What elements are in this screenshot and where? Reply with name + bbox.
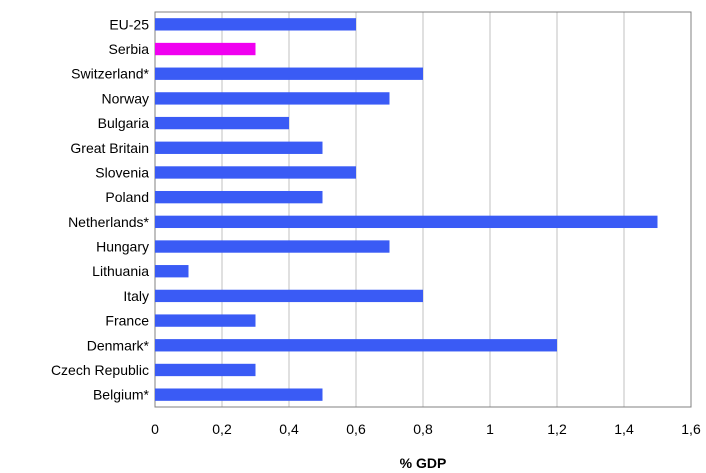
category-label-eu-25: EU-25: [109, 16, 149, 32]
category-label-belgium: Belgium*: [93, 387, 150, 403]
bar-norway: [155, 92, 390, 105]
category-label-great-britain: Great Britain: [70, 140, 149, 156]
x-tick-label-6: 1,2: [547, 421, 567, 437]
category-label-czech-republic: Czech Republic: [51, 362, 149, 378]
x-tick-label-3: 0,6: [346, 421, 366, 437]
bar-france: [155, 314, 256, 327]
category-label-norway: Norway: [102, 90, 149, 106]
bar-belgium: [155, 388, 323, 401]
plot-area: [154, 11, 692, 408]
bar-slovenia: [155, 166, 356, 179]
x-axis-title: % GDP: [400, 455, 447, 471]
bar-netherlands: [155, 215, 658, 229]
bar-poland: [155, 190, 323, 204]
category-label-france: France: [105, 313, 149, 329]
bar-bulgaria: [155, 116, 289, 130]
category-label-poland: Poland: [105, 189, 149, 205]
bar-denmark: [155, 339, 557, 352]
category-label-denmark: Denmark*: [87, 337, 150, 353]
x-tick-label-1: 0,2: [212, 421, 232, 437]
category-label-italy: Italy: [123, 288, 149, 304]
bar-eu-25: [155, 18, 356, 31]
bar-switzerland: [155, 67, 423, 80]
bar-italy: [155, 289, 423, 303]
bar-czech-republic: [155, 363, 256, 377]
bar-serbia: [155, 42, 256, 56]
category-label-hungary: Hungary: [96, 239, 149, 255]
category-label-lithuania: Lithuania: [92, 263, 149, 279]
x-tick-label-8: 1,6: [681, 421, 701, 437]
x-tick-label-4: 0,8: [413, 421, 433, 437]
x-tick-label-5: 1: [486, 421, 494, 437]
category-label-bulgaria: Bulgaria: [98, 115, 150, 131]
x-tick-label-0: 0: [151, 421, 159, 437]
x-tick-labels: 0 0,2 0,4 0,6 0,8 1 1,2 1,4 1,6: [151, 421, 701, 437]
bar-hungary: [155, 240, 390, 253]
bar-great-britain: [155, 141, 323, 154]
x-tick-label-2: 0,4: [279, 421, 299, 437]
bar-lithuania: [155, 265, 189, 278]
x-tick-label-7: 1,4: [614, 421, 634, 437]
category-label-switzerland: Switzerland*: [71, 66, 149, 82]
category-label-slovenia: Slovenia: [95, 164, 149, 180]
category-label-netherlands: Netherlands*: [68, 214, 149, 230]
category-labels: EU-25 Serbia Switzerland* Norway Bulgaria Gre…: [51, 16, 150, 402]
category-label-serbia: Serbia: [109, 41, 150, 57]
bars: [155, 18, 658, 401]
